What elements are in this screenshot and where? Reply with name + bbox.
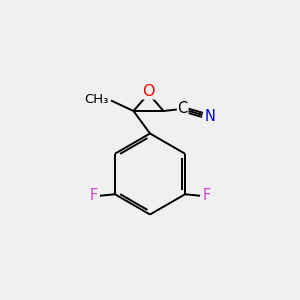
Text: O: O: [142, 84, 155, 99]
Text: N: N: [204, 109, 215, 124]
Text: F: F: [89, 188, 98, 203]
Text: CH₃: CH₃: [84, 93, 109, 106]
Text: F: F: [202, 188, 211, 203]
Text: C: C: [178, 101, 188, 116]
